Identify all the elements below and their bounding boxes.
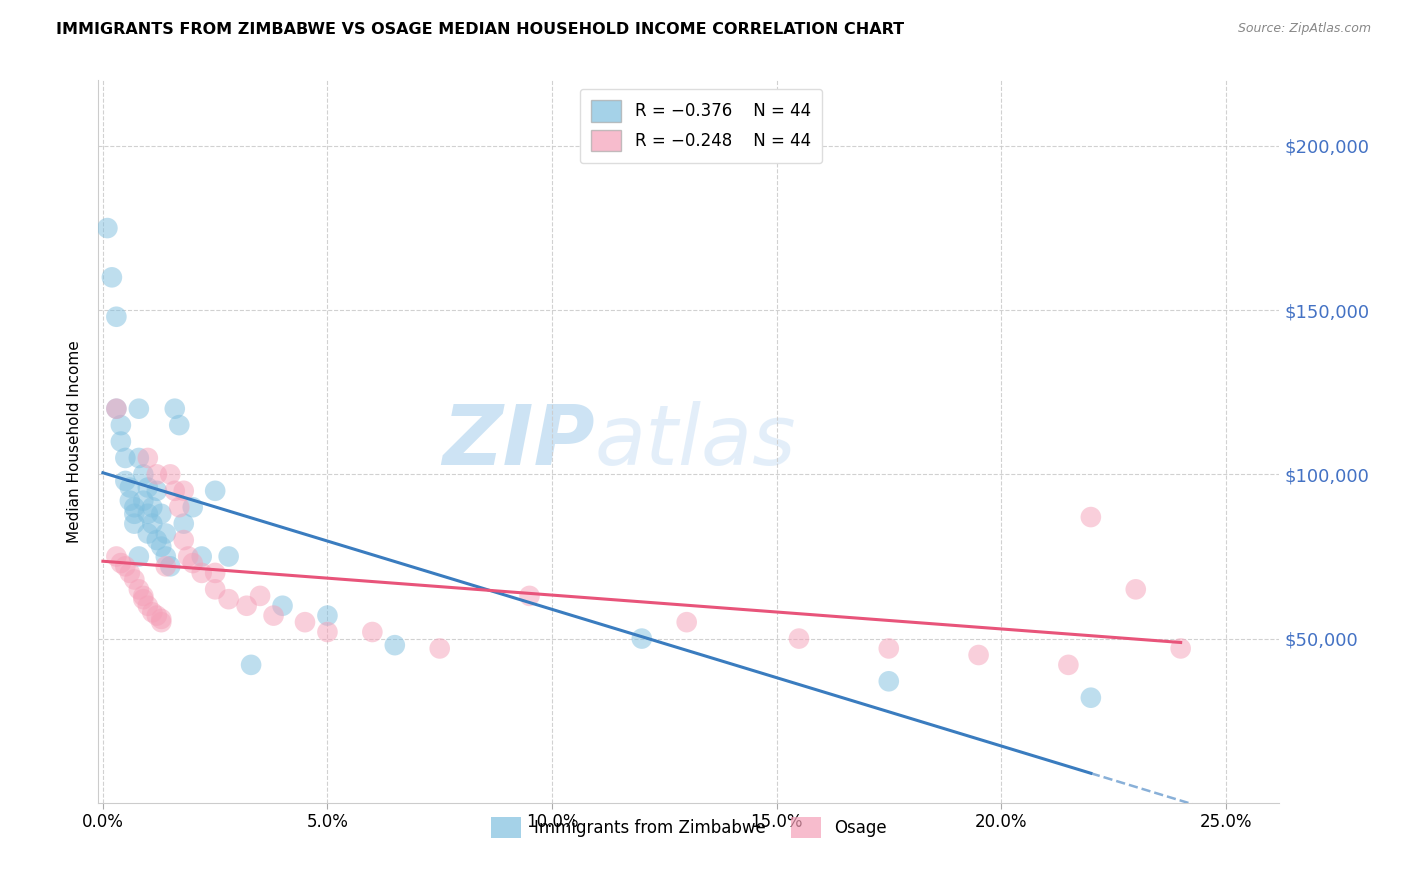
Point [1080,510,1102,524]
Point [118,493,141,508]
Point [96,221,118,235]
Point [181,500,204,515]
Point [384,638,406,652]
Point [141,605,163,619]
Point [877,674,900,689]
Point [114,559,136,574]
Point [167,418,190,433]
Point [675,615,697,630]
Point [150,507,173,521]
Point [132,589,155,603]
Point [124,507,146,521]
Point [118,566,141,580]
Point [967,648,990,662]
Point [136,599,159,613]
Point [146,533,169,547]
Point [141,500,163,515]
Point [146,483,169,498]
Point [173,483,195,498]
Point [787,632,810,646]
Point [173,516,195,531]
Point [124,500,146,515]
Point [150,540,173,554]
Point [271,599,294,613]
Point [181,556,204,570]
Point [361,625,384,640]
Y-axis label: Median Household Income: Median Household Income [67,340,83,543]
Point [218,549,240,564]
Point [124,573,146,587]
Point [429,641,451,656]
Point [155,559,177,574]
Point [114,474,136,488]
Point [1125,582,1147,597]
Point [110,418,132,433]
Point [146,608,169,623]
Point [630,632,652,646]
Point [132,493,155,508]
Point [316,608,339,623]
Point [128,401,150,416]
Point [128,450,150,465]
Text: Source: ZipAtlas.com: Source: ZipAtlas.com [1237,22,1371,36]
Point [105,401,128,416]
Point [240,657,263,672]
Text: atlas: atlas [595,401,796,482]
Text: IMMIGRANTS FROM ZIMBABWE VS OSAGE MEDIAN HOUSEHOLD INCOME CORRELATION CHART: IMMIGRANTS FROM ZIMBABWE VS OSAGE MEDIAN… [56,22,904,37]
Point [136,481,159,495]
Point [1057,657,1080,672]
Point [159,559,181,574]
Point [1170,641,1192,656]
Point [190,566,212,580]
Point [249,589,271,603]
Point [132,592,155,607]
Point [132,467,155,482]
Point [128,582,150,597]
Point [105,401,128,416]
Point [124,516,146,531]
Point [294,615,316,630]
Point [105,549,128,564]
Point [105,310,128,324]
Point [101,270,124,285]
Point [159,467,181,482]
Point [877,641,900,656]
Point [155,549,177,564]
Point [110,556,132,570]
Point [150,615,173,630]
Text: ZIP: ZIP [441,401,595,482]
Point [204,483,226,498]
Point [163,401,186,416]
Point [218,592,240,607]
Point [110,434,132,449]
Point [141,516,163,531]
Point [204,566,226,580]
Point [190,549,212,564]
Point [114,450,136,465]
Point [136,507,159,521]
Legend: Immigrants from Zimbabwe, Osage: Immigrants from Zimbabwe, Osage [484,810,894,845]
Point [136,450,159,465]
Point [146,467,169,482]
Point [136,526,159,541]
Point [163,483,186,498]
Point [1080,690,1102,705]
Point [155,526,177,541]
Point [204,582,226,597]
Point [128,549,150,564]
Point [150,612,173,626]
Point [316,625,339,640]
Point [167,500,190,515]
Point [177,549,200,564]
Point [118,481,141,495]
Point [519,589,541,603]
Point [173,533,195,547]
Point [263,608,285,623]
Point [235,599,257,613]
